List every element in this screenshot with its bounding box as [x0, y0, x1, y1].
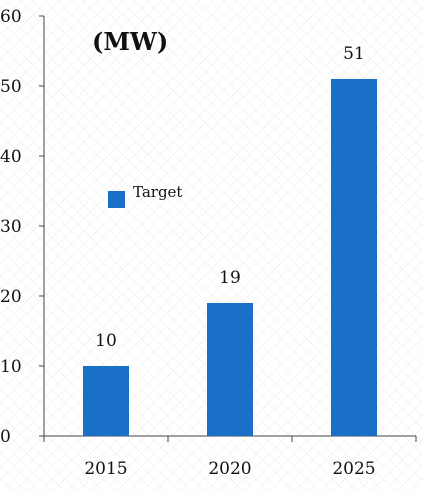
data-label-2025: 51: [343, 44, 365, 64]
y-tick-label: 0: [0, 427, 11, 447]
y-tick-label: 40: [0, 147, 22, 167]
data-label-2020: 19: [219, 268, 241, 288]
y-tick-label: 10: [0, 357, 22, 377]
bar-series: [83, 79, 377, 436]
y-tick-label: 30: [0, 217, 22, 237]
legend-label-target: Target: [133, 183, 182, 201]
x-axis-ticks: 2015 2020 2025: [43, 436, 417, 479]
data-labels: 10 19 51: [95, 44, 365, 351]
bar-2015: [83, 366, 129, 436]
y-tick-label: 20: [0, 287, 22, 307]
y-axis-ticks: 0 10 20 30 40 50 60: [0, 7, 44, 447]
legend: Target: [108, 183, 182, 208]
legend-swatch-target: [108, 191, 125, 208]
x-tick-label: 2025: [332, 459, 375, 479]
bar-2020: [207, 303, 253, 436]
y-axis-unit-label: (MW): [92, 27, 168, 56]
y-tick-label: 60: [0, 7, 22, 27]
bar-2025: [331, 79, 377, 436]
x-tick-label: 2020: [208, 459, 251, 479]
x-tick-label: 2015: [84, 459, 127, 479]
y-tick-label: 50: [0, 77, 22, 97]
data-label-2015: 10: [95, 331, 117, 351]
